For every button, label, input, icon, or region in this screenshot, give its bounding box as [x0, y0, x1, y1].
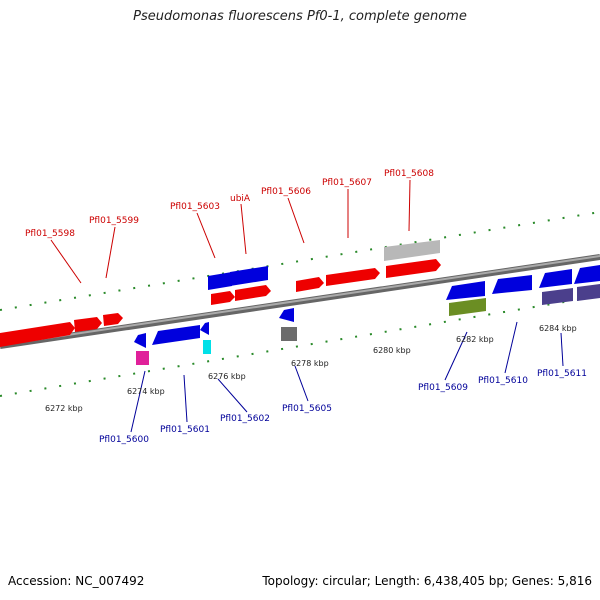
- gene-label[interactable]: Pfl01_5611: [537, 369, 587, 379]
- ruler-label: 6278 kbp: [291, 359, 329, 368]
- gene-label[interactable]: Pfl01_5605: [282, 404, 332, 414]
- gene-label[interactable]: Pfl01_5608: [384, 169, 434, 179]
- feature-slate-1[interactable]: [542, 288, 573, 305]
- gene-pfl01-5599[interactable]: [74, 317, 102, 332]
- top-tick-line: [0, 211, 600, 311]
- ruler-label: 6282 kbp: [456, 335, 494, 344]
- gene-edge-blue[interactable]: [574, 265, 600, 284]
- ruler-label: 6276 kbp: [208, 372, 246, 381]
- gene-label[interactable]: Pfl01_5603: [170, 202, 220, 212]
- gene-pfl01-5602[interactable]: [200, 322, 209, 335]
- accession-text: Accession: NC_007492: [8, 574, 145, 588]
- gene-pfl01-5607[interactable]: [326, 268, 380, 286]
- genome-title: Pseudomonas fluorescens Pf0-1, complete …: [133, 9, 467, 24]
- gene-blue-1[interactable]: [208, 272, 232, 290]
- ruler-label: 6280 kbp: [373, 346, 411, 355]
- gene-label[interactable]: Pfl01_5606: [261, 187, 311, 197]
- feature-cyan[interactable]: [203, 340, 211, 354]
- feature-gray-dark[interactable]: [281, 327, 297, 341]
- gene-ubia[interactable]: [235, 285, 271, 301]
- gene-label[interactable]: Pfl01_5601: [160, 425, 210, 435]
- gene-pfl01-5609[interactable]: [446, 281, 485, 300]
- gene-pfl01-5608[interactable]: [386, 259, 441, 278]
- ruler-label: 6274 kbp: [127, 387, 165, 396]
- gene-label[interactable]: Pfl01_5609: [418, 383, 468, 393]
- gene-pfl01-5608-gray[interactable]: [384, 240, 440, 261]
- gene-pfl01-5601[interactable]: [152, 325, 200, 345]
- gene-pfl01-5611[interactable]: [539, 269, 572, 288]
- forward-genes: [0, 240, 441, 347]
- bottom-gene-labels: Pfl01_5600 Pfl01_5601 Pfl01_5602 Pfl01_5…: [99, 369, 587, 445]
- gene-pfl01-5600[interactable]: [134, 333, 146, 348]
- ruler-labels: 6272 kbp 6274 kbp 6276 kbp 6278 kbp 6280…: [45, 324, 577, 413]
- top-leader-lines: [50, 179, 411, 284]
- gene-label[interactable]: Pfl01_5598: [25, 229, 75, 239]
- reverse-genes: [134, 265, 600, 348]
- gene-label[interactable]: Pfl01_5602: [220, 414, 270, 424]
- gene-pfl01-5605[interactable]: [279, 308, 294, 322]
- gene-pfl01-5598[interactable]: [0, 322, 75, 347]
- gene-pfl01-5603[interactable]: [211, 291, 235, 305]
- gene-label[interactable]: ubiA: [230, 194, 251, 204]
- gene-pfl01-5599b[interactable]: [103, 313, 123, 326]
- bottom-leader-lines: [130, 321, 564, 433]
- ruler-label: 6284 kbp: [539, 324, 577, 333]
- gene-label[interactable]: Pfl01_5610: [478, 376, 528, 386]
- other-features: [136, 284, 600, 365]
- gene-label[interactable]: Pfl01_5607: [322, 178, 372, 188]
- feature-magenta[interactable]: [136, 351, 149, 365]
- gene-label[interactable]: Pfl01_5600: [99, 435, 149, 445]
- ruler-label: 6272 kbp: [45, 404, 83, 413]
- gene-label[interactable]: Pfl01_5599: [89, 216, 139, 226]
- genome-summary-text: Topology: circular; Length: 6,438,405 bp…: [262, 574, 592, 588]
- top-gene-labels: Pfl01_5598 Pfl01_5599 Pfl01_5603 ubiA Pf…: [25, 169, 434, 239]
- gene-pfl01-5606[interactable]: [296, 277, 324, 292]
- gene-pfl01-5610[interactable]: [492, 275, 532, 294]
- gene-blue-2[interactable]: [230, 266, 268, 286]
- genome-backbone: [0, 254, 600, 349]
- feature-slate-2[interactable]: [577, 284, 600, 301]
- feature-olive[interactable]: [449, 298, 486, 316]
